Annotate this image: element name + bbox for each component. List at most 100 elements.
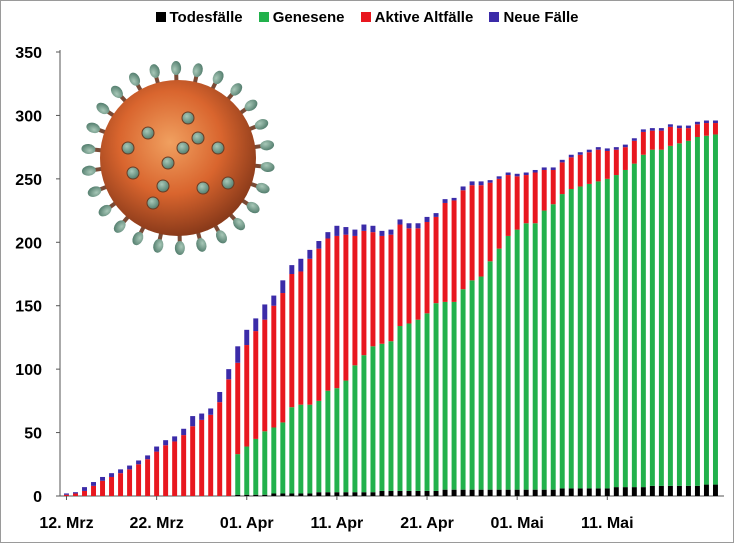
virus-spike-tip (246, 201, 260, 214)
virus-spike-tip (174, 240, 185, 255)
bar-aktive (658, 130, 664, 150)
bar-todesfaelle (460, 489, 466, 496)
bar-aktive (352, 235, 358, 366)
bar-todesfaelle (343, 492, 349, 496)
bar-todesfaelle (397, 490, 403, 496)
bar-genesene (631, 163, 637, 488)
bar-aktive (415, 228, 421, 320)
bar-neue (145, 455, 151, 460)
bar-genesene (577, 186, 583, 489)
legend-label-genesene: Genesene (272, 9, 345, 26)
bar-aktive (442, 202, 448, 302)
virus-spike-tip (81, 143, 96, 155)
bar-genesene (433, 303, 439, 491)
virus-spike-tip (260, 140, 275, 151)
bar-todesfaelle (379, 490, 385, 496)
bar-neue (613, 147, 619, 150)
bar-todesfaelle (253, 494, 259, 496)
bar-aktive (82, 490, 87, 496)
bar-todesfaelle (298, 493, 304, 496)
bar-neue (640, 129, 646, 132)
legend-label-aktive: Aktive Altfälle (374, 9, 474, 26)
coronavirus-illustration (81, 61, 275, 255)
bar-todesfaelle (604, 488, 610, 496)
bar-aktive (685, 128, 691, 141)
bar-todesfaelle (595, 488, 601, 496)
bar-genesene (586, 183, 592, 489)
bar-genesene (496, 248, 502, 490)
bar-neue (505, 172, 511, 176)
bar-genesene (442, 301, 448, 490)
bar-aktive (361, 230, 367, 356)
bar-aktive (523, 175, 529, 224)
chart-legend: Todesfälle Genesene Aktive Altfälle Neue… (0, 9, 734, 26)
bar-todesfaelle (568, 488, 574, 496)
bar-aktive (631, 140, 637, 164)
bar-aktive (181, 435, 187, 496)
bar-aktive (550, 169, 556, 205)
bar-aktive (172, 441, 178, 496)
virus-surface-spike (141, 126, 155, 140)
legend-item-neue: Neue Fälle (489, 9, 579, 26)
y-tick-label: 250 (15, 172, 42, 189)
bar-todesfaelle (613, 487, 619, 496)
bar-aktive (208, 414, 214, 496)
virus-spike-tip (153, 238, 164, 253)
virus-surface-spike (146, 196, 160, 210)
bar-todesfaelle (262, 494, 268, 496)
bar-genesene (289, 407, 295, 494)
bar-todesfaelle (235, 494, 241, 496)
bar-todesfaelle (442, 489, 448, 496)
bar-genesene (505, 235, 511, 490)
bar-todesfaelle (703, 484, 709, 496)
bar-aktive (559, 162, 565, 195)
bar-genesene (694, 136, 700, 486)
bar-genesene (604, 178, 610, 489)
bar-todesfaelle (433, 490, 439, 496)
bar-genesene (667, 145, 673, 486)
virus-spike-tip (254, 119, 269, 130)
bar-neue (604, 148, 610, 151)
bar-aktive (217, 402, 223, 496)
bar-genesene (712, 134, 718, 485)
bar-neue (523, 172, 529, 176)
bar-todesfaelle (271, 493, 277, 496)
bar-aktive (568, 157, 574, 189)
bar-aktive (595, 149, 601, 182)
bar-neue (541, 167, 547, 170)
bar-neue (64, 493, 69, 495)
virus-surface-spike (196, 181, 210, 195)
virus-spike-tip (96, 102, 110, 115)
legend-swatch-todesfaelle (155, 12, 166, 22)
bar-neue (208, 408, 214, 415)
bar-genesene (361, 355, 367, 493)
bar-todesfaelle (586, 488, 592, 496)
bar-neue (586, 149, 592, 153)
bar-genesene (298, 404, 304, 494)
bar-neue (667, 124, 673, 127)
bar-neue (685, 125, 691, 129)
bar-neue (190, 416, 196, 427)
bar-aktive (604, 150, 610, 179)
bar-genesene (415, 319, 421, 491)
virus-surface-spike (156, 179, 170, 193)
bar-genesene (658, 149, 664, 486)
virus-spike-tip (132, 231, 144, 246)
bar-neue (649, 128, 655, 131)
bar-aktive (622, 147, 628, 170)
bar-genesene (325, 390, 331, 493)
y-tick-label: 150 (15, 299, 42, 316)
bar-neue (172, 436, 178, 442)
bar-aktive (460, 190, 466, 290)
bar-neue (550, 167, 556, 170)
legend-label-neue: Neue Fälle (503, 9, 579, 26)
bar-aktive (91, 485, 96, 496)
bar-todesfaelle (415, 490, 421, 496)
bar-aktive (163, 445, 169, 496)
bar-neue (244, 329, 250, 346)
virus-spike-tip (128, 72, 141, 86)
bar-genesene (469, 280, 475, 490)
virus-spike-tip (230, 83, 243, 96)
bar-neue (568, 154, 574, 158)
bar-genesene (343, 380, 349, 493)
